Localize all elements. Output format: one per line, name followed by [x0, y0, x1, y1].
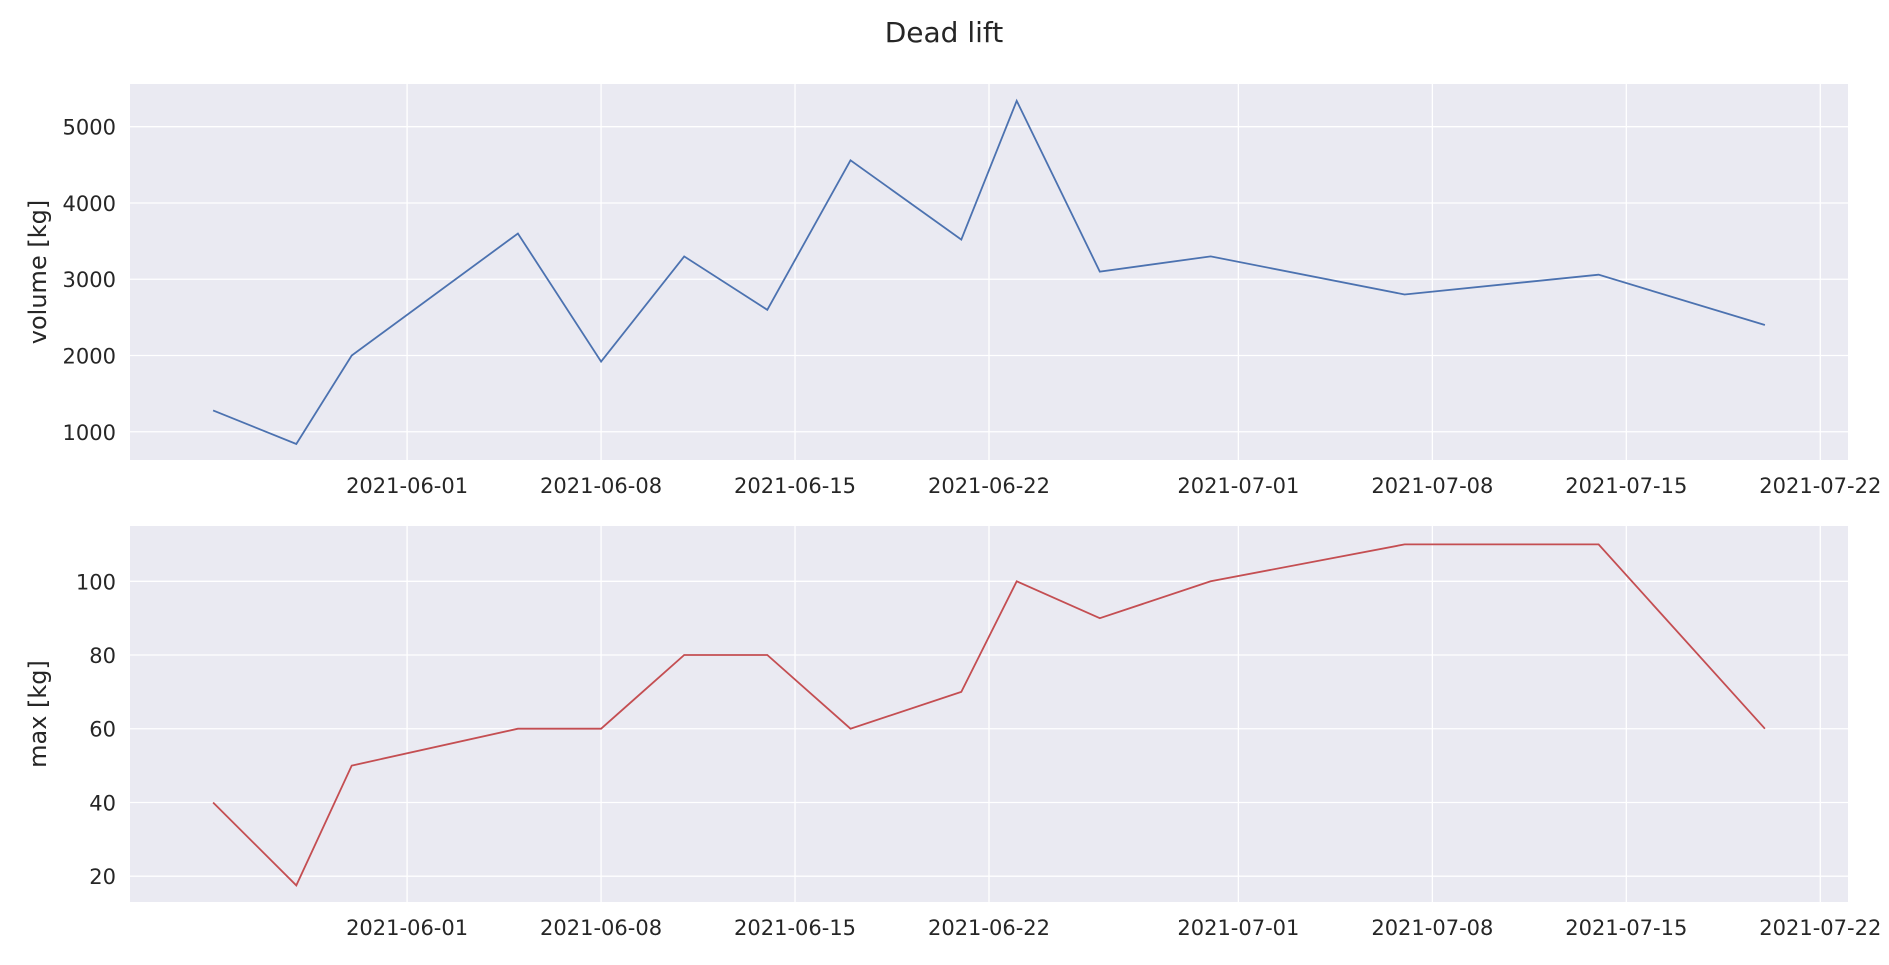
y-tick-label: 60 — [89, 718, 116, 742]
series-line-1 — [212, 543, 1766, 887]
x-tick-label: 2021-07-08 — [1371, 916, 1493, 940]
x-tick-label: 2021-07-01 — [1177, 474, 1299, 498]
y-tick-label: 40 — [89, 791, 116, 815]
x-tick-label: 2021-06-08 — [540, 474, 662, 498]
x-tick-label: 2021-07-01 — [1177, 916, 1299, 940]
x-tick-label: 2021-06-15 — [734, 916, 856, 940]
y-tick-label: 3000 — [63, 268, 116, 292]
x-tick-label: 2021-07-22 — [1759, 474, 1881, 498]
chart-panel-1: 1000 2000 3000 4000 5000 2021-06-01 2021-06-08… — [24, 84, 1881, 498]
x-tick-label: 2021-06-01 — [346, 916, 468, 940]
x-tick-label: 2021-07-08 — [1371, 474, 1493, 498]
y-axis-label: max [kg] — [24, 660, 52, 768]
y-tick-label: 5000 — [63, 116, 116, 140]
x-tick-label: 2021-06-22 — [928, 916, 1050, 940]
y-tick-label: 80 — [89, 644, 116, 668]
chart-title: Dead lift — [885, 16, 1004, 49]
y-tick-label: 2000 — [63, 345, 116, 369]
x-tick-label: 2021-06-08 — [540, 916, 662, 940]
series-line-1 — [212, 98, 1766, 446]
y-tick-label: 4000 — [63, 192, 116, 216]
y-tick-label: 1000 — [63, 421, 116, 445]
x-tick-label: 2021-07-15 — [1565, 474, 1687, 498]
y-axis-label: volume [kg] — [24, 200, 52, 344]
x-tick-label: 2021-07-15 — [1565, 916, 1687, 940]
chart-panel-2: 20 40 60 80 100 2021-06-01 2021-06-08 2021-06-1… — [24, 526, 1881, 940]
x-tick-label: 2021-06-22 — [928, 474, 1050, 498]
x-tick-label: 2021-06-01 — [346, 474, 468, 498]
y-tick-label: 20 — [89, 865, 116, 889]
x-tick-label: 2021-07-22 — [1759, 916, 1881, 940]
y-tick-label: 100 — [76, 570, 116, 594]
x-tick-label: 2021-06-15 — [734, 474, 856, 498]
